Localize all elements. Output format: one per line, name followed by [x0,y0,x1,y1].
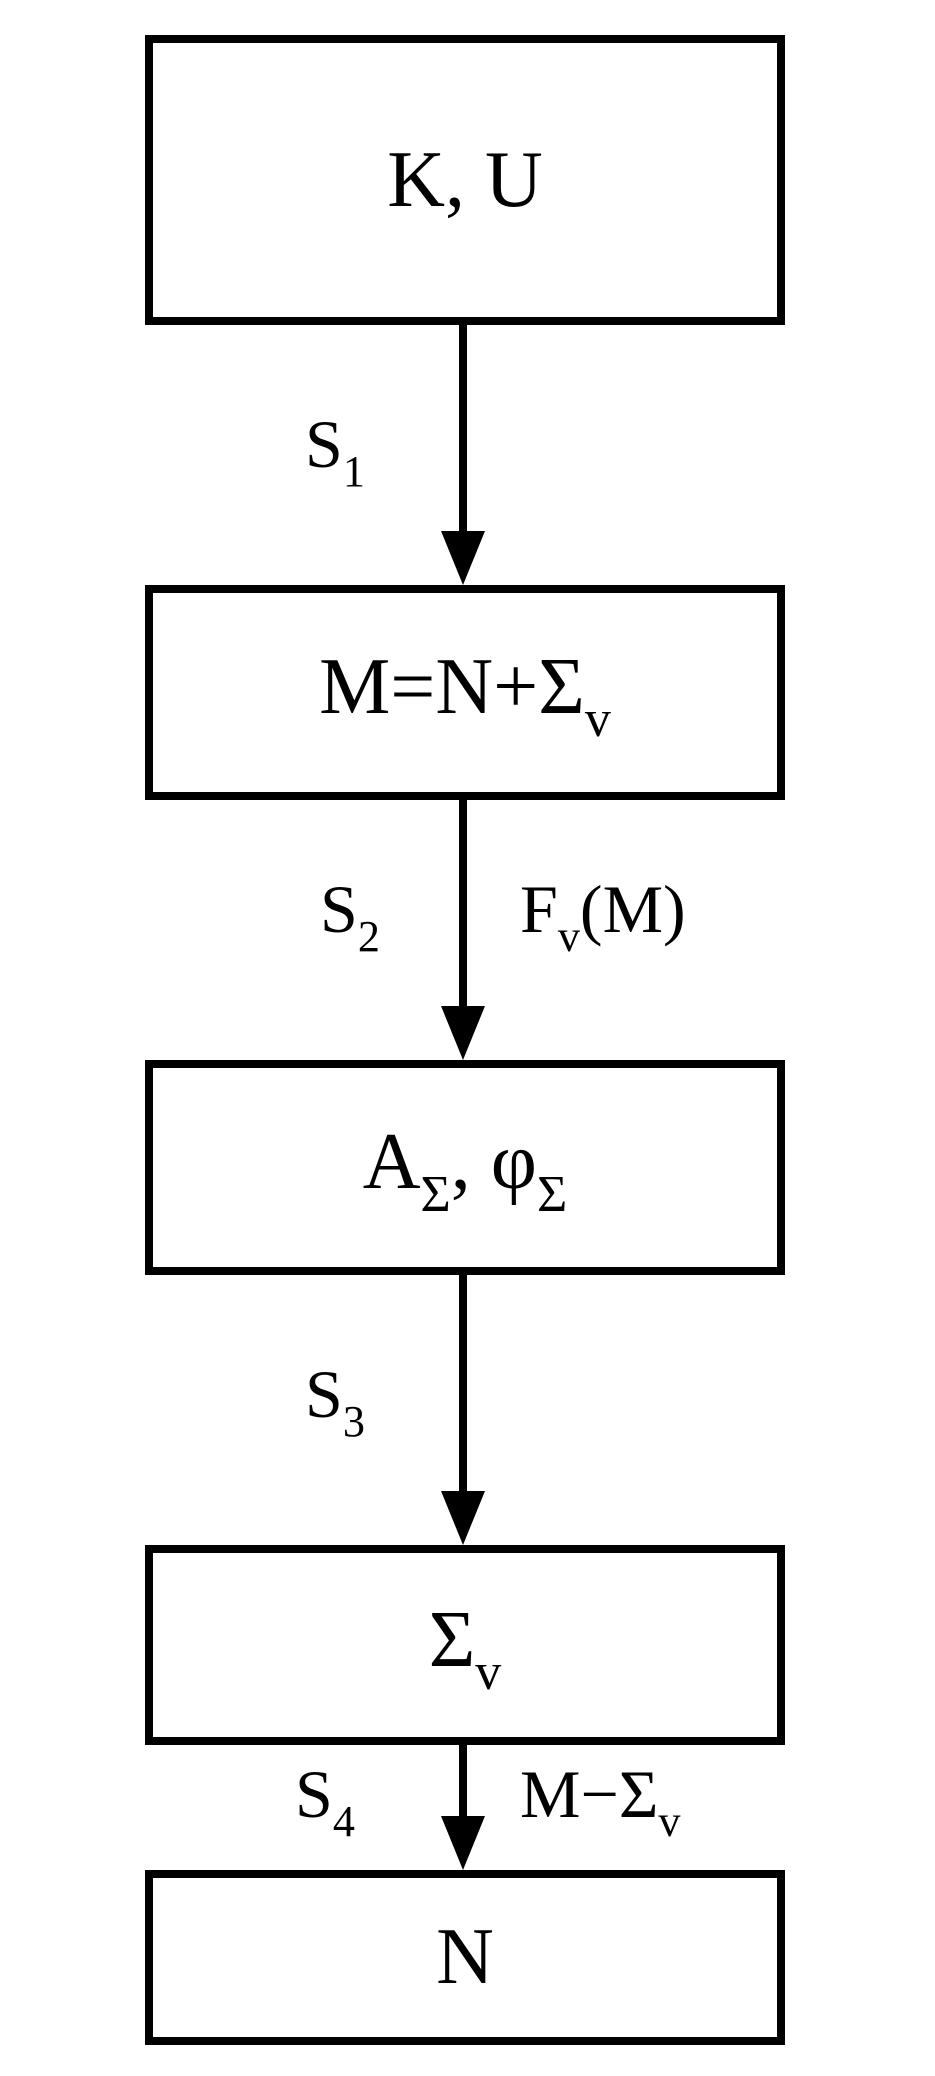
arrow-shaft [459,325,467,531]
arrow-head-icon [441,1491,485,1545]
subscript: Σ [537,1166,567,1223]
edge-label: S4 [295,1755,355,1843]
text-fragment: (M) [580,871,686,947]
arrow-head-icon [441,1006,485,1060]
edge-label: S1 [305,405,365,493]
box-label: M=N+Σv [319,642,611,743]
flowchart-box: M=N+Σv [145,585,785,800]
subscript: 2 [358,912,380,961]
text-fragment: , φ [451,1118,537,1206]
subscript: v [585,691,611,748]
text-fragment: M=N+Σ [319,643,585,731]
flowchart-box: K, U [145,35,785,325]
edge-label: S2 [320,870,380,958]
text-fragment: Σ [429,1596,476,1684]
subscript: v [475,1644,501,1701]
text-fragment: S [320,871,358,947]
subscript: Σ [421,1166,451,1223]
subscript: 1 [343,447,365,496]
arrow-shaft [459,800,467,1006]
text-fragment: S [295,1756,333,1832]
edge-label: S3 [305,1355,365,1443]
box-label: N [436,1912,494,2003]
box-label: K, U [387,135,543,226]
text-fragment: N [436,1913,494,2001]
subscript: 4 [333,1797,355,1846]
arrow-shaft [459,1275,467,1491]
text-fragment: M−Σ [520,1756,658,1832]
flowchart-box: Σv [145,1545,785,1745]
text-fragment: S [305,406,343,482]
text-fragment: S [305,1356,343,1432]
arrow-shaft [459,1745,467,1816]
text-fragment: A [363,1118,421,1206]
flowchart-box: AΣ, φΣ [145,1060,785,1275]
text-fragment: K, U [387,136,543,224]
edge-label: Fv(M) [520,870,686,958]
flowchart-diagram: K, UM=N+ΣvAΣ, φΣΣvNS1S2Fv(M)S3S4M−Σv [0,0,935,2076]
subscript: 3 [343,1397,365,1446]
text-fragment: F [520,871,558,947]
box-label: AΣ, φΣ [363,1117,567,1218]
arrow-head-icon [441,1816,485,1870]
box-label: Σv [429,1595,502,1696]
flowchart-box: N [145,1870,785,2045]
subscript: v [558,912,580,961]
arrow-head-icon [441,531,485,585]
edge-label: M−Σv [520,1755,680,1843]
subscript: v [658,1797,680,1846]
